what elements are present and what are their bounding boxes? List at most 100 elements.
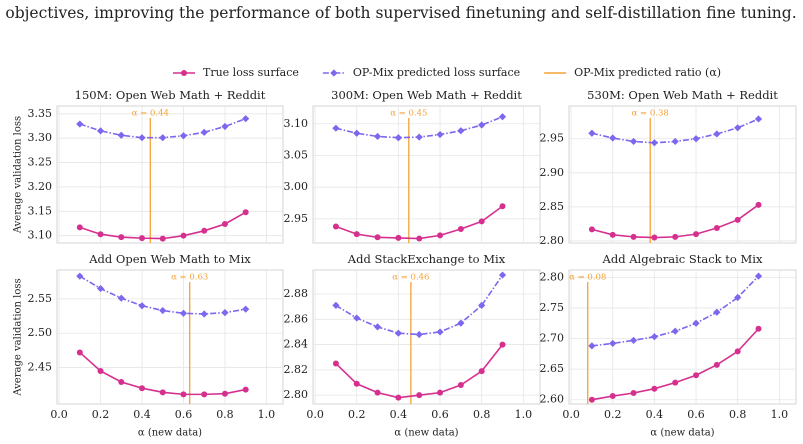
data-point — [242, 386, 249, 393]
data-point — [221, 390, 228, 397]
y-tick-label: 3.25 — [28, 156, 53, 169]
x-tick-label: 1.0 — [258, 408, 276, 421]
x-tick-label: 1.0 — [771, 408, 789, 421]
y-tick-label: 3.05 — [284, 148, 309, 161]
data-point — [332, 301, 340, 309]
data-point — [415, 330, 423, 339]
data-point — [76, 272, 84, 280]
data-point — [499, 341, 506, 348]
y-axis-label: Average validation loss — [13, 278, 24, 396]
data-point — [629, 137, 638, 146]
x-axis-label: α (new data) — [394, 428, 458, 439]
data-point — [629, 336, 638, 344]
data-point — [609, 231, 616, 238]
y-tick-label: 3.10 — [284, 117, 309, 130]
data-point — [734, 216, 741, 223]
legend-label: OP-Mix predicted ratio (α) — [574, 66, 721, 79]
y-tick-label: 3.15 — [28, 204, 53, 217]
data-point — [630, 389, 637, 396]
y-tick-label: 2.65 — [540, 362, 565, 375]
ratio-label: α = 0.08 — [569, 273, 606, 283]
x-tick-label: 0.8 — [473, 408, 491, 421]
y-tick-label: 2.50 — [28, 326, 53, 339]
data-point — [457, 382, 464, 389]
data-point — [609, 134, 617, 142]
data-point — [478, 121, 486, 129]
data-point — [499, 203, 506, 210]
data-point — [478, 218, 485, 225]
subplot: 2.80 2.82 2.84 2.86 2.88 0.0 0.2 0.4 0.6 0.8 1.0 Ad… — [284, 252, 541, 439]
data-point — [118, 234, 125, 241]
plot-area — [568, 269, 797, 405]
subplot-title: 300M: Open Web Math + Reddit — [331, 88, 522, 102]
y-tick-label: 2.55 — [28, 292, 53, 305]
data-point — [755, 201, 762, 208]
data-point — [373, 132, 382, 141]
subplot-title: Add Open Web Math to Mix — [88, 252, 251, 266]
y-tick-label: 2.86 — [284, 312, 309, 325]
data-point — [734, 124, 742, 132]
x-tick-label: 0.2 — [604, 408, 622, 421]
y-tick-label: 2.60 — [540, 393, 565, 406]
x-tick-label: 0.2 — [92, 408, 110, 421]
y-tick-label: 2.95 — [284, 212, 309, 225]
data-point — [395, 394, 402, 401]
data-point — [630, 233, 637, 240]
plot-area — [312, 269, 541, 405]
data-point — [754, 272, 763, 280]
data-point — [332, 223, 339, 230]
data-point — [117, 131, 125, 139]
data-point — [138, 302, 146, 310]
data-point — [180, 232, 187, 239]
data-point — [221, 220, 228, 227]
data-point — [221, 122, 229, 131]
data-point — [97, 231, 104, 238]
x-tick-label: 0.4 — [390, 408, 408, 421]
data-point — [457, 319, 465, 327]
x-axis-label: α (new data) — [138, 428, 202, 439]
data-point — [353, 231, 360, 238]
data-point — [672, 233, 679, 240]
data-point — [159, 235, 166, 242]
x-tick-label: 0.8 — [216, 408, 234, 421]
subplot-title: Add StackExchange to Mix — [347, 252, 506, 266]
data-point — [242, 115, 250, 123]
data-point — [118, 379, 125, 386]
y-tick-label: 2.84 — [284, 338, 309, 351]
data-point — [353, 380, 360, 387]
data-point — [734, 348, 741, 355]
data-point — [713, 361, 720, 368]
data-point — [672, 379, 679, 386]
data-point — [651, 234, 658, 241]
data-point — [588, 396, 595, 403]
x-axis-label: α (new data) — [650, 428, 714, 439]
data-point — [754, 115, 763, 123]
x-tick-label: 0.2 — [348, 408, 366, 421]
data-point — [374, 234, 381, 241]
data-point — [353, 129, 361, 137]
legend-marker — [181, 70, 187, 76]
data-point — [200, 128, 208, 136]
plot-area — [56, 105, 284, 244]
x-tick-label: 0.8 — [729, 408, 747, 421]
data-point — [692, 319, 700, 327]
y-tick-label: 2.90 — [540, 166, 565, 179]
data-point — [650, 333, 658, 341]
data-point — [437, 232, 444, 239]
ratio-label: α = 0.46 — [392, 273, 429, 283]
data-point — [221, 309, 229, 317]
legend-marker — [330, 69, 338, 77]
ratio-label: α = 0.38 — [632, 109, 669, 119]
data-point — [693, 231, 700, 238]
x-tick-label: 0.4 — [133, 408, 151, 421]
data-point — [76, 120, 84, 128]
x-tick-label: 0.6 — [431, 408, 449, 421]
data-point — [650, 139, 658, 147]
data-point — [436, 328, 444, 336]
data-point — [242, 305, 250, 313]
subplot-title: 530M: Open Web Math + Reddit — [587, 88, 778, 102]
data-point — [332, 124, 340, 132]
x-tick-label: 0.0 — [50, 408, 68, 421]
y-tick-label: 2.95 — [540, 132, 565, 145]
data-point — [353, 314, 361, 322]
